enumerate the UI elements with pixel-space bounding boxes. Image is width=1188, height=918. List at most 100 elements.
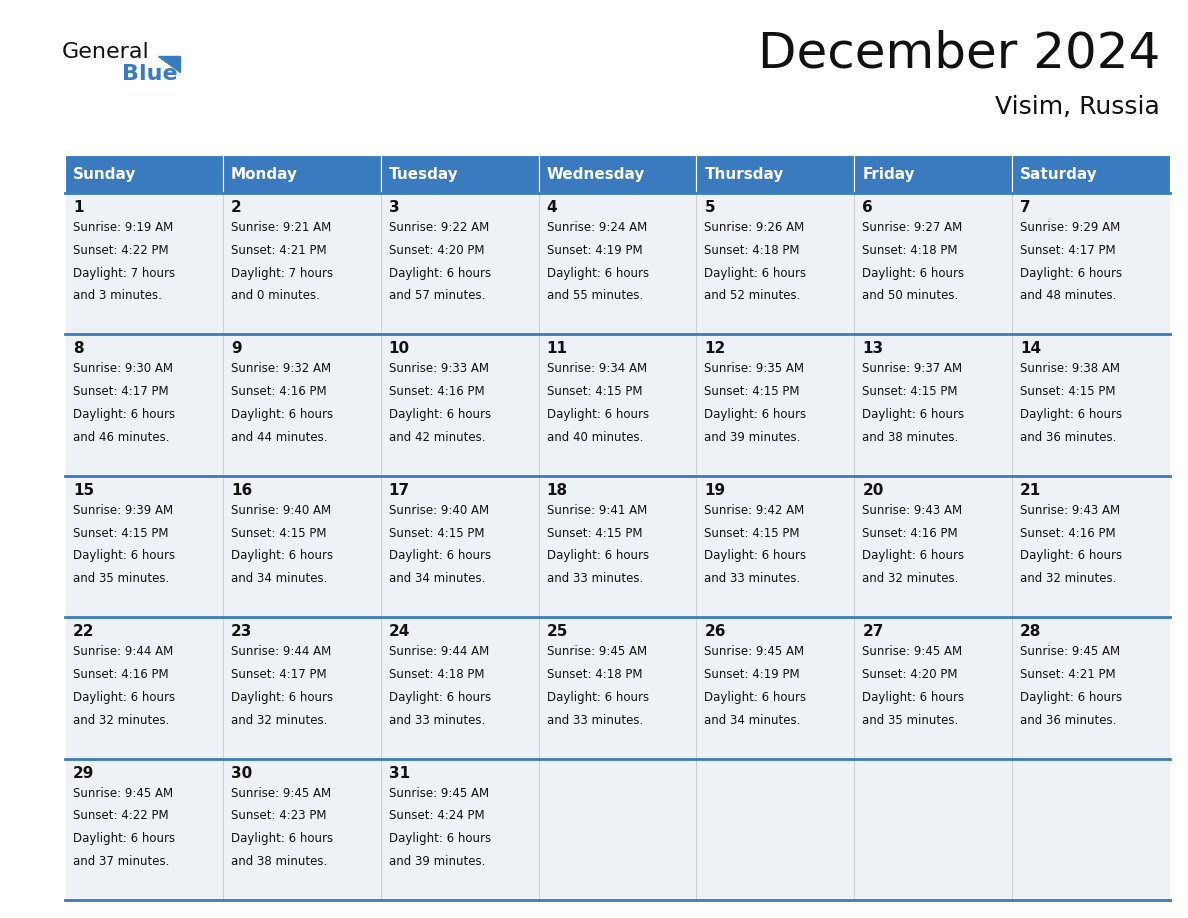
Text: Sunrise: 9:45 AM: Sunrise: 9:45 AM	[72, 787, 173, 800]
Text: Sunset: 4:22 PM: Sunset: 4:22 PM	[72, 244, 169, 257]
Text: Sunrise: 9:34 AM: Sunrise: 9:34 AM	[546, 363, 646, 375]
Bar	[65, 155, 223, 193]
Text: Daylight: 6 hours: Daylight: 6 hours	[388, 549, 491, 563]
Text: Daylight: 6 hours: Daylight: 6 hours	[704, 266, 807, 280]
Text: and 55 minutes.: and 55 minutes.	[546, 289, 643, 302]
Text: and 40 minutes.: and 40 minutes.	[546, 431, 643, 443]
Bar	[223, 758, 380, 900]
Text: Daylight: 6 hours: Daylight: 6 hours	[230, 549, 333, 563]
Text: and 39 minutes.: and 39 minutes.	[388, 855, 485, 868]
Text: Daylight: 6 hours: Daylight: 6 hours	[230, 833, 333, 845]
Bar	[854, 334, 1012, 476]
Text: and 34 minutes.: and 34 minutes.	[704, 713, 801, 727]
Text: Sunrise: 9:44 AM: Sunrise: 9:44 AM	[388, 645, 489, 658]
Text: 3: 3	[388, 200, 399, 215]
Text: Daylight: 6 hours: Daylight: 6 hours	[546, 408, 649, 421]
Text: Sunset: 4:17 PM: Sunset: 4:17 PM	[72, 386, 169, 398]
Text: and 57 minutes.: and 57 minutes.	[388, 289, 485, 302]
Text: Sunrise: 9:27 AM: Sunrise: 9:27 AM	[862, 221, 962, 234]
Text: 21: 21	[1020, 483, 1042, 498]
Text: Sunset: 4:19 PM: Sunset: 4:19 PM	[704, 668, 800, 681]
Bar	[65, 193, 223, 334]
Text: Daylight: 6 hours: Daylight: 6 hours	[862, 691, 965, 704]
Text: and 33 minutes.: and 33 minutes.	[704, 572, 801, 585]
Bar	[1012, 617, 1170, 758]
Text: Sunrise: 9:45 AM: Sunrise: 9:45 AM	[704, 645, 804, 658]
Text: Sunset: 4:15 PM: Sunset: 4:15 PM	[862, 386, 958, 398]
Text: General: General	[62, 42, 150, 62]
Text: and 35 minutes.: and 35 minutes.	[862, 713, 959, 727]
Bar	[854, 193, 1012, 334]
Text: and 38 minutes.: and 38 minutes.	[230, 855, 327, 868]
Text: and 0 minutes.: and 0 minutes.	[230, 289, 320, 302]
Text: and 48 minutes.: and 48 minutes.	[1020, 289, 1117, 302]
Bar	[223, 334, 380, 476]
Text: Sunrise: 9:29 AM: Sunrise: 9:29 AM	[1020, 221, 1120, 234]
Text: 19: 19	[704, 483, 726, 498]
Text: and 3 minutes.: and 3 minutes.	[72, 289, 162, 302]
Text: Daylight: 6 hours: Daylight: 6 hours	[546, 549, 649, 563]
Text: Daylight: 6 hours: Daylight: 6 hours	[704, 549, 807, 563]
Text: Thursday: Thursday	[704, 166, 784, 182]
Text: 5: 5	[704, 200, 715, 215]
Text: Daylight: 6 hours: Daylight: 6 hours	[862, 549, 965, 563]
Text: Sunrise: 9:38 AM: Sunrise: 9:38 AM	[1020, 363, 1120, 375]
Text: Daylight: 6 hours: Daylight: 6 hours	[546, 266, 649, 280]
Text: Sunrise: 9:21 AM: Sunrise: 9:21 AM	[230, 221, 331, 234]
Text: Sunrise: 9:45 AM: Sunrise: 9:45 AM	[546, 645, 646, 658]
Text: and 36 minutes.: and 36 minutes.	[1020, 431, 1117, 443]
Text: Sunset: 4:15 PM: Sunset: 4:15 PM	[388, 527, 485, 540]
Text: Friday: Friday	[862, 166, 915, 182]
Bar	[380, 617, 538, 758]
Text: Daylight: 6 hours: Daylight: 6 hours	[704, 408, 807, 421]
Text: Sunrise: 9:39 AM: Sunrise: 9:39 AM	[72, 504, 173, 517]
Text: Tuesday: Tuesday	[388, 166, 459, 182]
Text: Daylight: 6 hours: Daylight: 6 hours	[1020, 408, 1123, 421]
Text: and 52 minutes.: and 52 minutes.	[704, 289, 801, 302]
Text: 22: 22	[72, 624, 95, 639]
Text: Visim, Russia: Visim, Russia	[996, 95, 1159, 119]
Text: Sunrise: 9:40 AM: Sunrise: 9:40 AM	[388, 504, 488, 517]
Text: and 34 minutes.: and 34 minutes.	[388, 572, 485, 585]
Text: and 33 minutes.: and 33 minutes.	[546, 572, 643, 585]
Bar	[854, 155, 1012, 193]
Bar	[696, 193, 854, 334]
Text: Sunrise: 9:30 AM: Sunrise: 9:30 AM	[72, 363, 173, 375]
Text: Sunset: 4:18 PM: Sunset: 4:18 PM	[388, 668, 485, 681]
Text: 18: 18	[546, 483, 568, 498]
Bar	[854, 476, 1012, 617]
Bar	[65, 758, 223, 900]
Bar	[1012, 193, 1170, 334]
Text: Daylight: 6 hours: Daylight: 6 hours	[72, 549, 175, 563]
Text: Saturday: Saturday	[1020, 166, 1098, 182]
Bar	[696, 758, 854, 900]
Text: and 44 minutes.: and 44 minutes.	[230, 431, 328, 443]
Text: Daylight: 6 hours: Daylight: 6 hours	[1020, 266, 1123, 280]
Text: 2: 2	[230, 200, 241, 215]
Text: 17: 17	[388, 483, 410, 498]
Text: Sunset: 4:15 PM: Sunset: 4:15 PM	[704, 386, 800, 398]
Text: 4: 4	[546, 200, 557, 215]
Text: Sunset: 4:18 PM: Sunset: 4:18 PM	[704, 244, 800, 257]
Text: Sunset: 4:15 PM: Sunset: 4:15 PM	[72, 527, 169, 540]
Text: and 33 minutes.: and 33 minutes.	[546, 713, 643, 727]
Text: Daylight: 6 hours: Daylight: 6 hours	[388, 691, 491, 704]
Text: 13: 13	[862, 341, 884, 356]
Text: Sunrise: 9:33 AM: Sunrise: 9:33 AM	[388, 363, 488, 375]
Text: Sunrise: 9:43 AM: Sunrise: 9:43 AM	[862, 504, 962, 517]
Text: Sunrise: 9:40 AM: Sunrise: 9:40 AM	[230, 504, 331, 517]
Text: 1: 1	[72, 200, 83, 215]
Text: Sunset: 4:24 PM: Sunset: 4:24 PM	[388, 810, 485, 823]
Bar	[696, 155, 854, 193]
Text: 20: 20	[862, 483, 884, 498]
Text: 27: 27	[862, 624, 884, 639]
Text: 6: 6	[862, 200, 873, 215]
Bar	[538, 155, 696, 193]
Text: Sunset: 4:15 PM: Sunset: 4:15 PM	[546, 386, 642, 398]
Text: Daylight: 6 hours: Daylight: 6 hours	[1020, 691, 1123, 704]
Text: Blue: Blue	[122, 64, 178, 84]
Bar	[380, 155, 538, 193]
Bar	[1012, 155, 1170, 193]
Bar	[854, 617, 1012, 758]
Text: Daylight: 6 hours: Daylight: 6 hours	[72, 833, 175, 845]
